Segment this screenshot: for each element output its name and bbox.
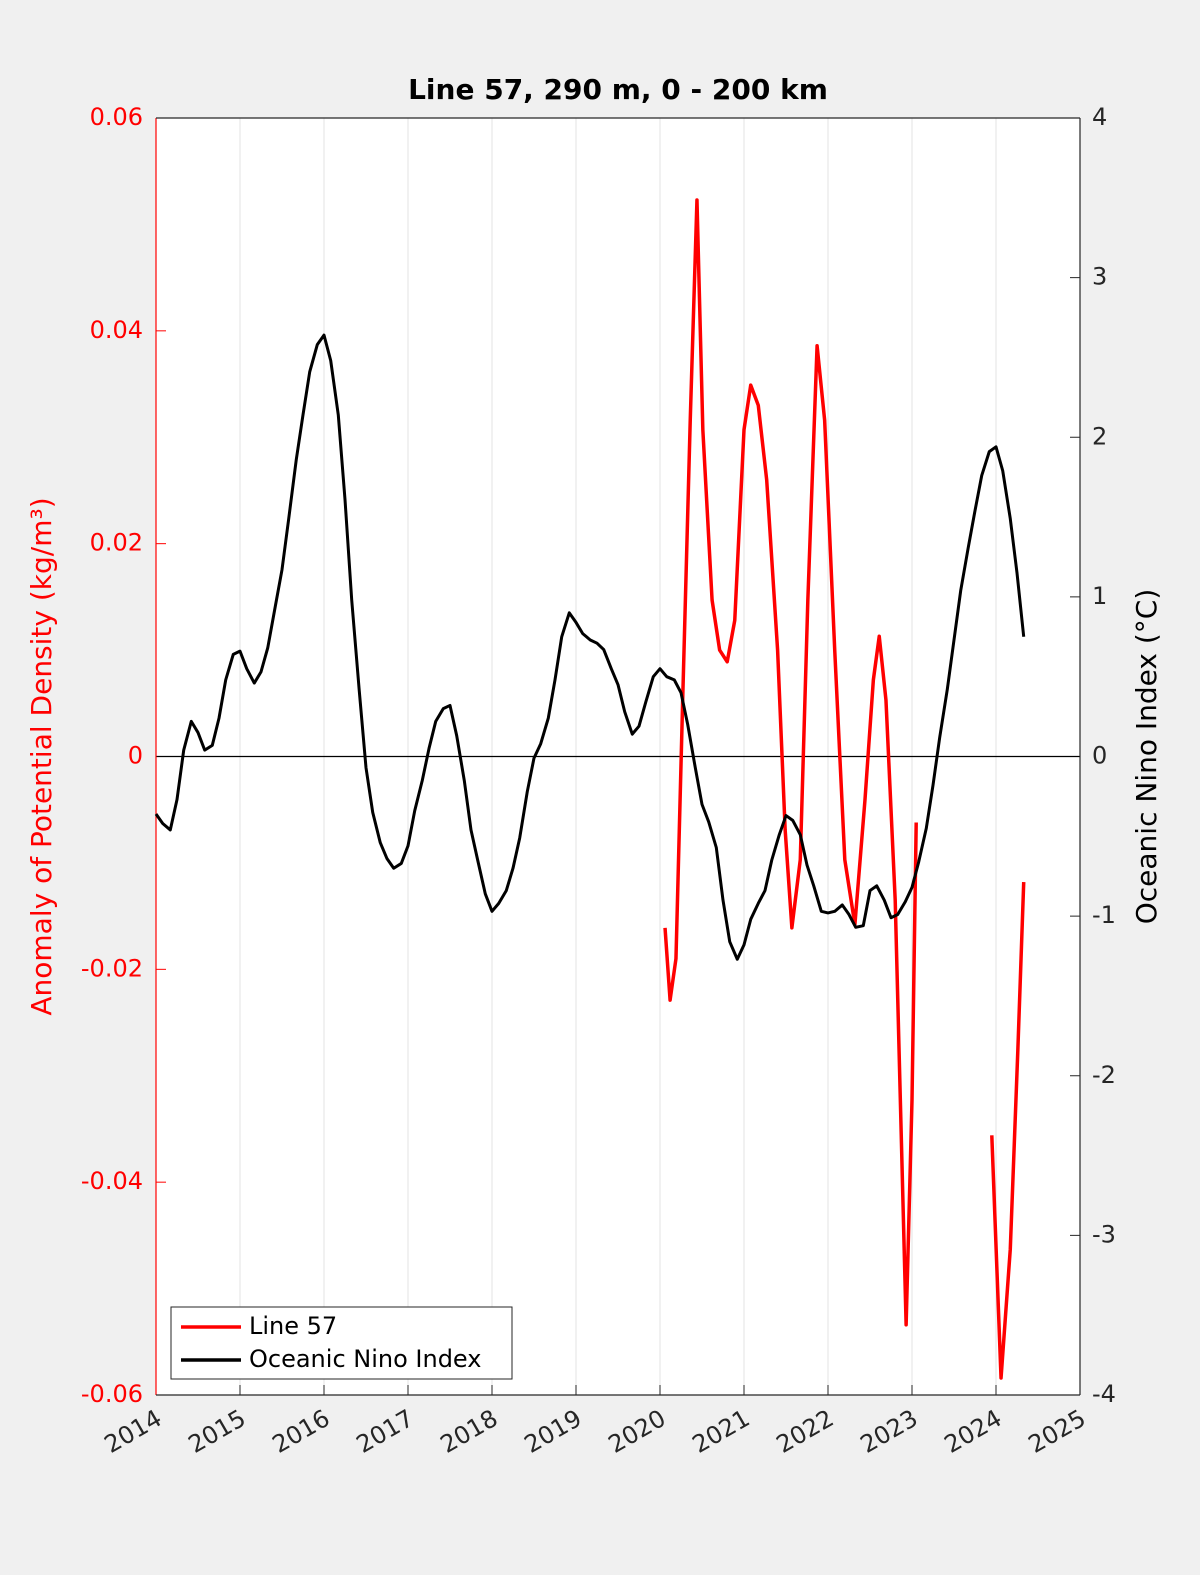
legend-label: Oceanic Nino Index bbox=[249, 1345, 481, 1373]
y-tick-label: -0.06 bbox=[81, 1380, 143, 1408]
y2-tick-label: 1 bbox=[1092, 582, 1107, 610]
y-tick-label: -0.02 bbox=[81, 954, 143, 982]
legend: Line 57 Oceanic Nino Index bbox=[170, 1306, 513, 1380]
y2-tick-label: -2 bbox=[1092, 1061, 1116, 1089]
chart-title: Line 57, 290 m, 0 - 200 km bbox=[408, 73, 828, 106]
y2-tick-label: 3 bbox=[1092, 263, 1107, 291]
y2-tick-label: -4 bbox=[1092, 1380, 1116, 1408]
y-tick-label: 0.06 bbox=[90, 103, 143, 131]
data-line bbox=[663, 198, 1026, 1380]
y2-axis-label: Oceanic Nino Index (°C) bbox=[1130, 589, 1163, 925]
y2-tick-label: -3 bbox=[1092, 1220, 1116, 1248]
y2-tick-label: 2 bbox=[1092, 422, 1107, 450]
y-tick-label: 0 bbox=[128, 742, 143, 770]
data-line bbox=[154, 333, 1026, 961]
legend-label: Line 57 bbox=[249, 1312, 337, 1340]
legend-box bbox=[170, 1306, 513, 1380]
y2-tick-label: 4 bbox=[1092, 103, 1107, 131]
y-tick-label: -0.04 bbox=[81, 1167, 143, 1195]
y2-tick-label: 0 bbox=[1092, 742, 1107, 770]
y-axis-label: Anomaly of Potential Density (kg/m³) bbox=[25, 497, 58, 1015]
y-tick-label: 0.04 bbox=[90, 316, 143, 344]
y-tick-label: 0.02 bbox=[90, 529, 143, 557]
y2-tick-label: -1 bbox=[1092, 901, 1116, 929]
